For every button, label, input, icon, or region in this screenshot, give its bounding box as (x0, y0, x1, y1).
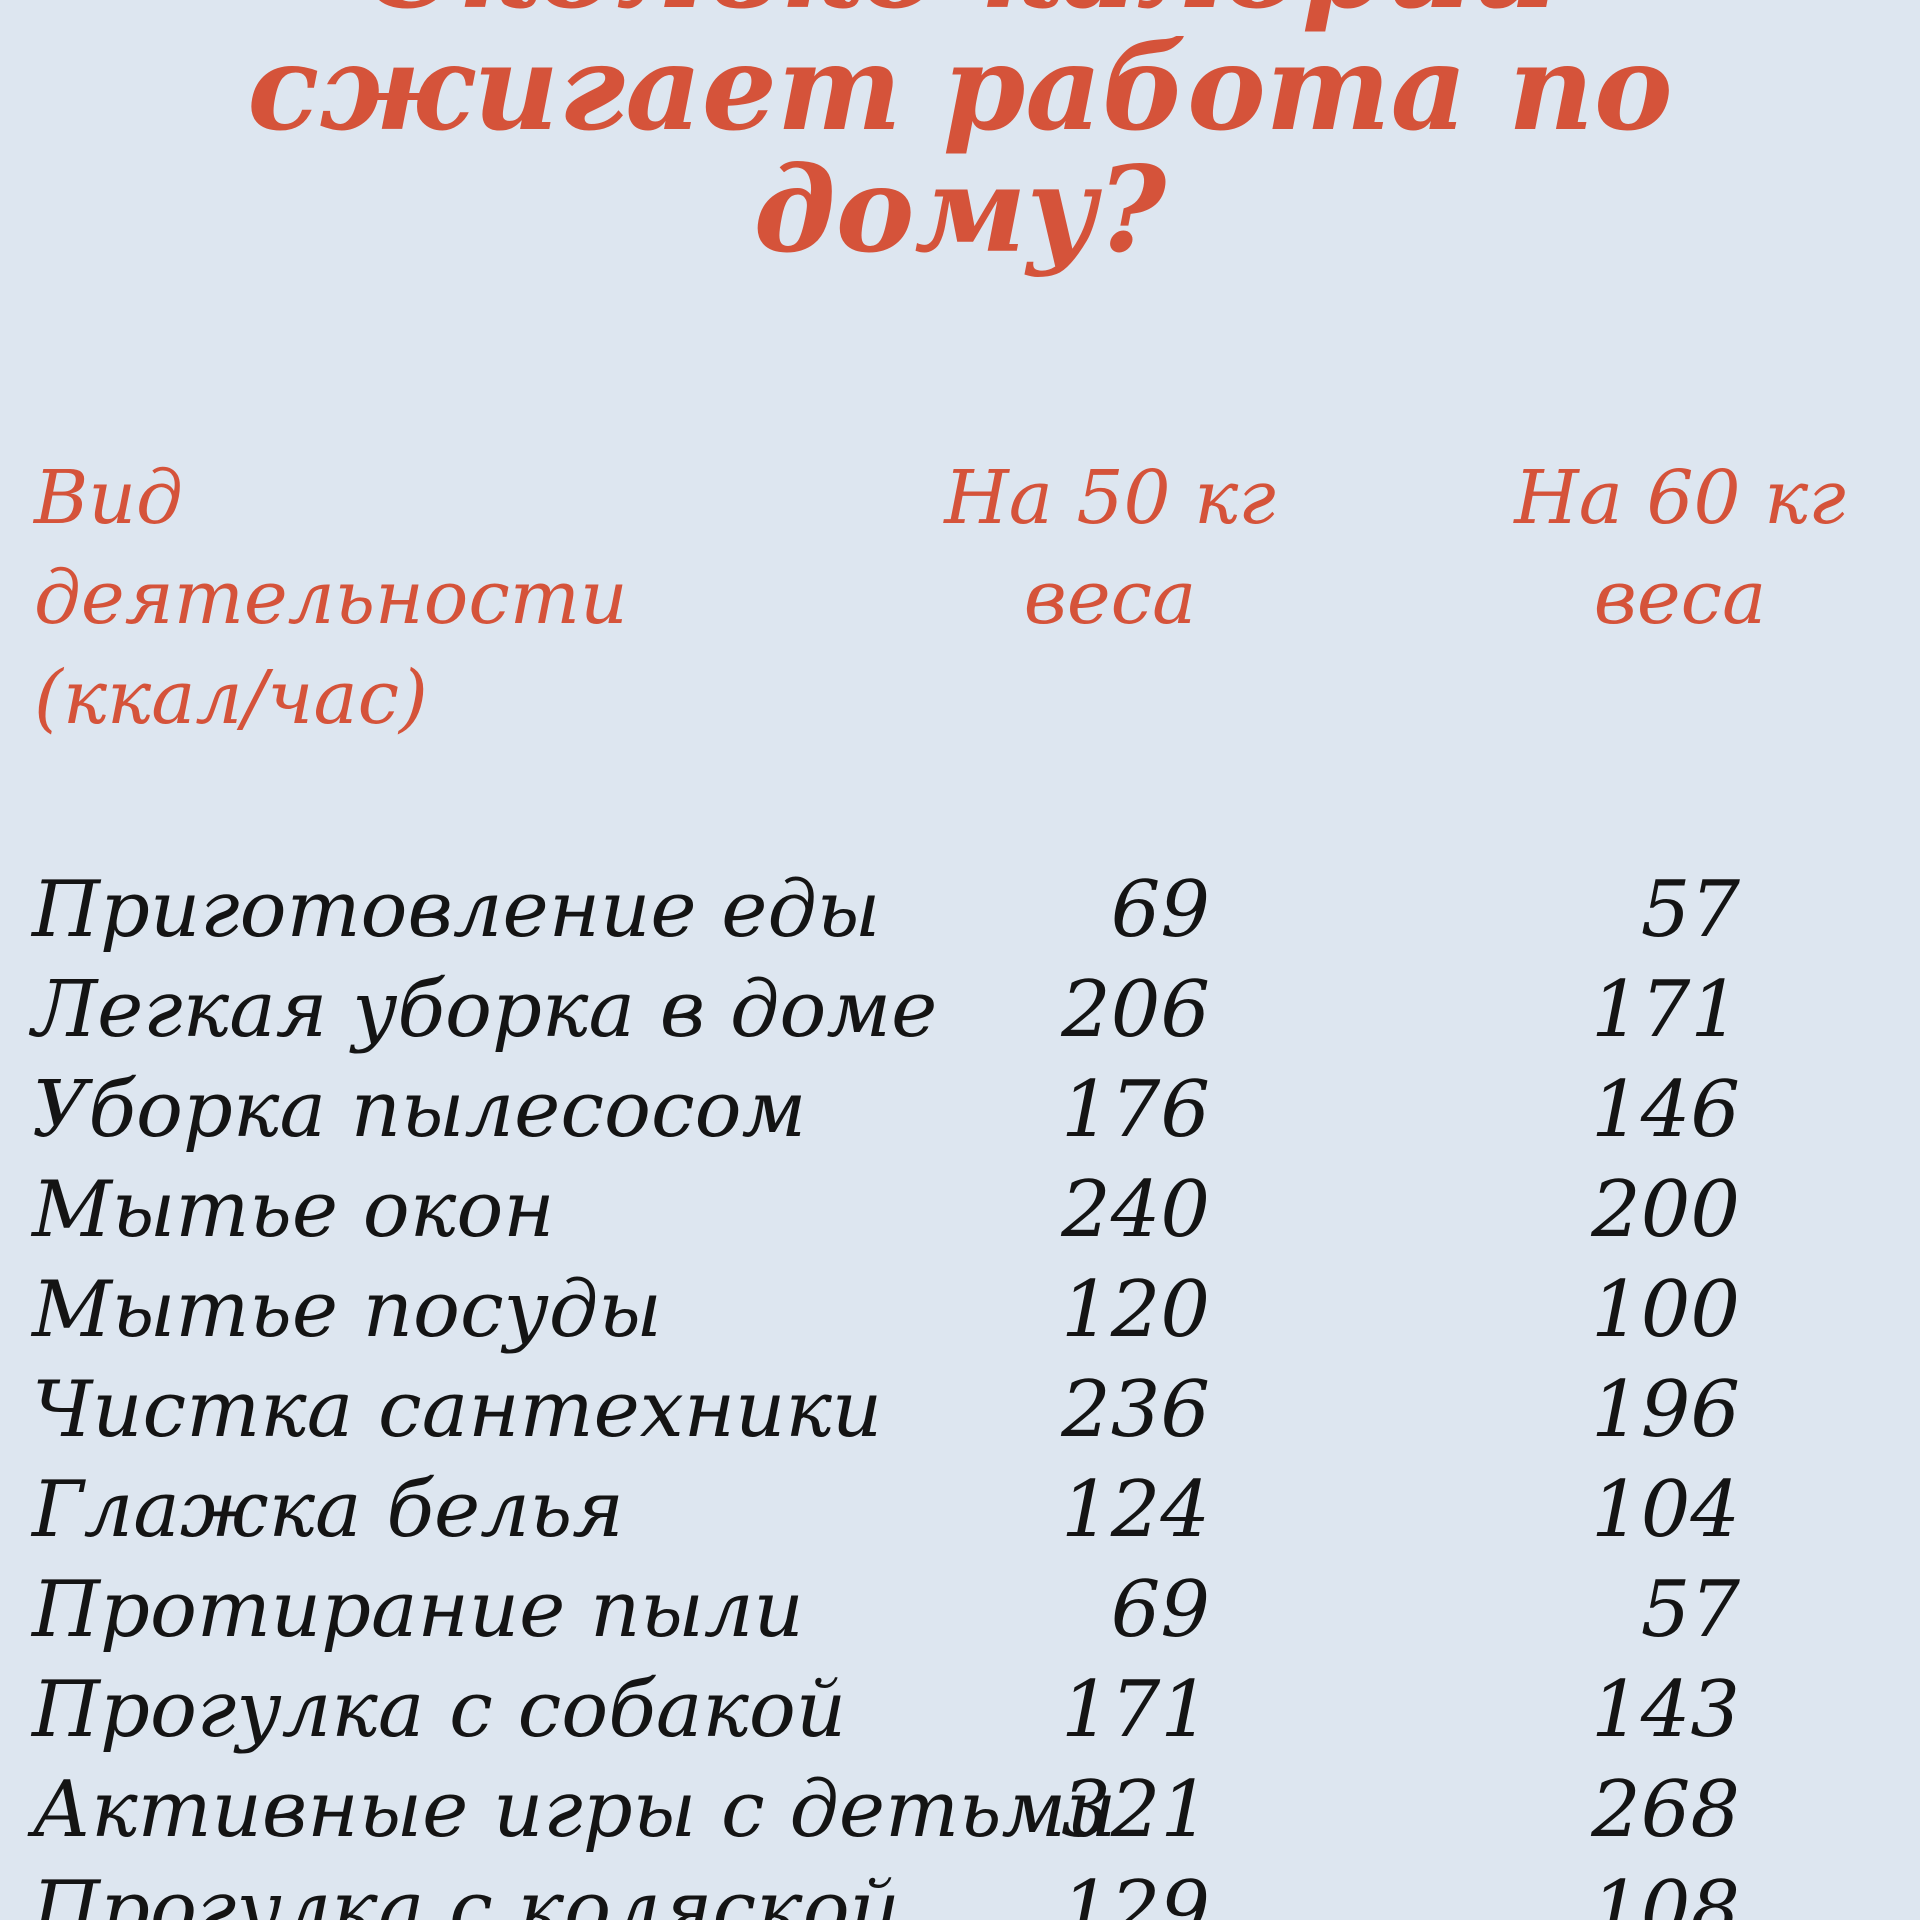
table-row: Прогулка с собакой 171 143 (0, 1660, 1920, 1760)
header-weight-60: На 60 кг веса (1470, 448, 1890, 648)
kcal-50kg: 69 (1110, 1565, 1210, 1655)
activity-name: Легкая уборка в доме (32, 965, 938, 1055)
kcal-60kg: 200 (1591, 1165, 1740, 1255)
table-row: Протирание пыли 69 57 (0, 1560, 1920, 1660)
kcal-60kg: 104 (1591, 1465, 1740, 1555)
kcal-60kg: 100 (1591, 1265, 1740, 1355)
activity-name: Прогулка с собакой (32, 1665, 847, 1755)
table-row: Мытье окон 240 200 (0, 1160, 1920, 1260)
kcal-60kg: 108 (1591, 1865, 1740, 1920)
kcal-50kg: 321 (1061, 1765, 1210, 1855)
activity-name: Уборка пылесосом (32, 1065, 807, 1155)
title-line-3: дому? (753, 140, 1167, 279)
header-activity-line-3: (ккал/час) (34, 655, 428, 741)
kcal-50kg: 124 (1061, 1465, 1210, 1555)
kcal-60kg: 57 (1640, 1565, 1740, 1655)
kcal-60kg: 196 (1591, 1365, 1740, 1455)
table-row: Прогулка с коляской 129 108 (0, 1860, 1920, 1920)
header-activity-line-2: деятельности (34, 555, 628, 641)
header-60-line-1: На 60 кг (1514, 455, 1846, 541)
header-50-line-1: На 50 кг (944, 455, 1276, 541)
kcal-60kg: 57 (1640, 865, 1740, 955)
header-activity: Вид деятельности (ккал/час) (34, 448, 854, 748)
activity-name: Протирание пыли (32, 1565, 804, 1655)
header-60-line-2: веса (1593, 555, 1767, 641)
activity-name: Мытье посуды (32, 1265, 662, 1355)
header-activity-line-1: Вид (34, 455, 183, 541)
activity-name: Активные игры с детьми (32, 1765, 1117, 1855)
table-row: Чистка сантехники 236 196 (0, 1360, 1920, 1460)
table-row: Уборка пылесосом 176 146 (0, 1060, 1920, 1160)
kcal-50kg: 240 (1061, 1165, 1210, 1255)
kcal-50kg: 120 (1061, 1265, 1210, 1355)
kcal-60kg: 171 (1591, 965, 1740, 1055)
kcal-50kg: 171 (1061, 1665, 1210, 1755)
title-line-1: Сколько калорий (0, 0, 1920, 27)
table-row: Глажка белья 124 104 (0, 1460, 1920, 1560)
activity-name: Чистка сантехники (32, 1365, 883, 1455)
kcal-60kg: 143 (1591, 1665, 1740, 1755)
table-row: Активные игры с детьми 321 268 (0, 1760, 1920, 1860)
kcal-50kg: 176 (1061, 1065, 1210, 1155)
table-row: Приготовление еды 69 57 (0, 860, 1920, 960)
table-row: Мытье посуды 120 100 (0, 1260, 1920, 1360)
title-line-2: сжигает работа по (247, 18, 1673, 157)
kcal-50kg: 236 (1061, 1365, 1210, 1455)
header-50-line-2: веса (1023, 555, 1197, 641)
activity-name: Глажка белья (32, 1465, 624, 1555)
kcal-50kg: 129 (1061, 1865, 1210, 1920)
kcal-50kg: 69 (1110, 865, 1210, 955)
activity-name: Прогулка с коляской (32, 1865, 900, 1920)
calorie-table: Приготовление еды 69 57 Легкая уборка в … (0, 860, 1920, 1920)
activity-name: Мытье окон (32, 1165, 555, 1255)
activity-name: Приготовление еды (32, 865, 881, 955)
kcal-60kg: 146 (1591, 1065, 1740, 1155)
page-title: Сколько калорий сжигает работа по дому? (0, 0, 1920, 271)
kcal-60kg: 268 (1591, 1765, 1740, 1855)
kcal-50kg: 206 (1061, 965, 1210, 1055)
header-weight-50: На 50 кг веса (900, 448, 1320, 648)
table-row: Легкая уборка в доме 206 171 (0, 960, 1920, 1060)
